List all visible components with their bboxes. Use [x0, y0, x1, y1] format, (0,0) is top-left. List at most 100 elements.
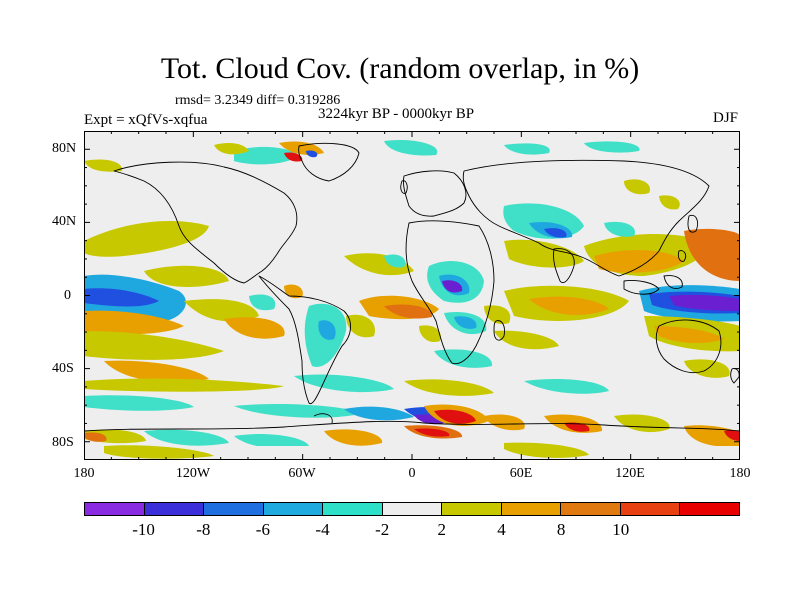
anomaly-patch [184, 299, 259, 322]
anomaly-patch [84, 432, 107, 442]
anomaly-patch [234, 146, 299, 165]
anomaly-patch [504, 239, 584, 268]
anomaly-patch [724, 430, 740, 441]
lon-tick-label: 180 [73, 466, 95, 481]
anomaly-patch [529, 296, 609, 315]
colorbar-segment [85, 503, 145, 515]
colorbar-label: -10 [132, 520, 155, 539]
anomaly-patch [294, 374, 394, 393]
europe-coast [403, 170, 467, 217]
japan-coast [687, 214, 699, 233]
anomaly-patch [654, 326, 724, 343]
colorbar-segment [442, 503, 502, 515]
anomaly-patch [284, 152, 303, 162]
africa-coast [405, 220, 495, 365]
colorbar-label: 8 [556, 520, 566, 539]
colorbar-segment [144, 503, 205, 515]
greenland-coast [298, 142, 360, 182]
colorbar-label: 2 [437, 520, 447, 539]
antarctic-peninsula-coast [313, 413, 333, 424]
south-america-coast [258, 275, 351, 405]
anomaly-patch [454, 316, 477, 329]
colorbar-segment [382, 503, 443, 515]
anomaly-patch [84, 395, 194, 411]
lat-tick-label: 0 [64, 288, 71, 303]
anomaly-patch [684, 228, 740, 281]
anomaly-patch [484, 305, 511, 325]
colorbar-label: 4 [497, 520, 506, 539]
madagascar-coast [493, 320, 505, 341]
anomaly-patch [284, 284, 303, 299]
philippines-coast [677, 250, 687, 262]
anomaly-patch [234, 403, 364, 418]
lon-tick-label: 0 [408, 466, 416, 481]
indonesia-coast [623, 280, 660, 295]
colorbar [84, 502, 740, 516]
anomaly-patch [318, 320, 336, 340]
anomaly-patch [684, 425, 740, 447]
colorbar-label: 10 [612, 520, 630, 539]
anomaly-patch [594, 249, 684, 273]
experiment-label: Expt = xQfVs-xqfua [84, 112, 208, 128]
anomaly-patch [404, 379, 494, 396]
anomaly-patch [564, 422, 590, 432]
coastlines [84, 142, 740, 432]
lat-tick-label: 40N [52, 214, 77, 229]
anomaly-patch [144, 265, 229, 287]
season-label: DJF [712, 110, 738, 126]
anomaly-patch [84, 331, 224, 360]
anomaly-patch [306, 150, 318, 158]
india-coast [553, 248, 575, 284]
lat-tick-label: 40S [52, 361, 74, 376]
anomaly-patch [144, 429, 229, 446]
map-title: Tot. Cloud Cov. (random overlap, in %) [160, 52, 640, 85]
asia-coast [462, 159, 710, 277]
lon-tick-label: 180 [729, 466, 751, 481]
north-america-coast [113, 161, 298, 284]
lon-tick-label: 60W [288, 466, 316, 481]
antarctica-coast [84, 420, 740, 432]
anomaly-patch [84, 221, 209, 257]
lon-tick-label: 60E [509, 466, 533, 481]
anomaly-patch [434, 349, 493, 368]
colorbar-segment [561, 503, 621, 515]
anomaly-patch [684, 359, 730, 378]
anomaly-map [84, 131, 740, 460]
lon-tick-label: 120E [615, 466, 645, 481]
anomaly-patch [484, 414, 525, 431]
anomaly-patch [442, 280, 463, 293]
anomaly-patch [384, 254, 406, 268]
anomaly-patch [434, 409, 476, 424]
anomaly-patch [504, 442, 589, 458]
colorbar-label: -2 [375, 520, 390, 539]
anomaly-patch [384, 139, 438, 156]
period-label: 3224kyr BP - 0000kyr BP [318, 106, 475, 122]
uk-coast [400, 180, 408, 194]
anomaly-patch [104, 445, 214, 459]
anomaly-patch [384, 304, 433, 319]
anomaly-patch [584, 141, 640, 153]
anomaly-patch [604, 221, 635, 237]
anomaly-patch [84, 378, 284, 392]
colorbar-label: -4 [315, 520, 330, 539]
anomaly-patch [504, 143, 550, 155]
anomaly-patch [494, 330, 559, 350]
anomaly-patch [624, 179, 650, 195]
anomaly-patch [544, 228, 567, 238]
map-panel [84, 131, 740, 460]
axis-ticks [84, 131, 740, 460]
anomaly-fill-layer [84, 139, 740, 460]
anomaly-patch [214, 143, 249, 155]
anomaly-patch [419, 325, 441, 343]
colorbar-segment [204, 503, 264, 515]
anomaly-patch [669, 294, 740, 311]
colorbar-label: -8 [196, 520, 211, 539]
colorbar-segment [501, 503, 562, 515]
borneo-coast [663, 275, 683, 289]
anomaly-patch [324, 429, 383, 446]
colorbar-label: -6 [255, 520, 270, 539]
lat-tick-label: 80N [52, 141, 77, 156]
anomaly-patch [659, 195, 680, 210]
colorbar-segment [323, 503, 383, 515]
anomaly-patch [224, 317, 285, 339]
